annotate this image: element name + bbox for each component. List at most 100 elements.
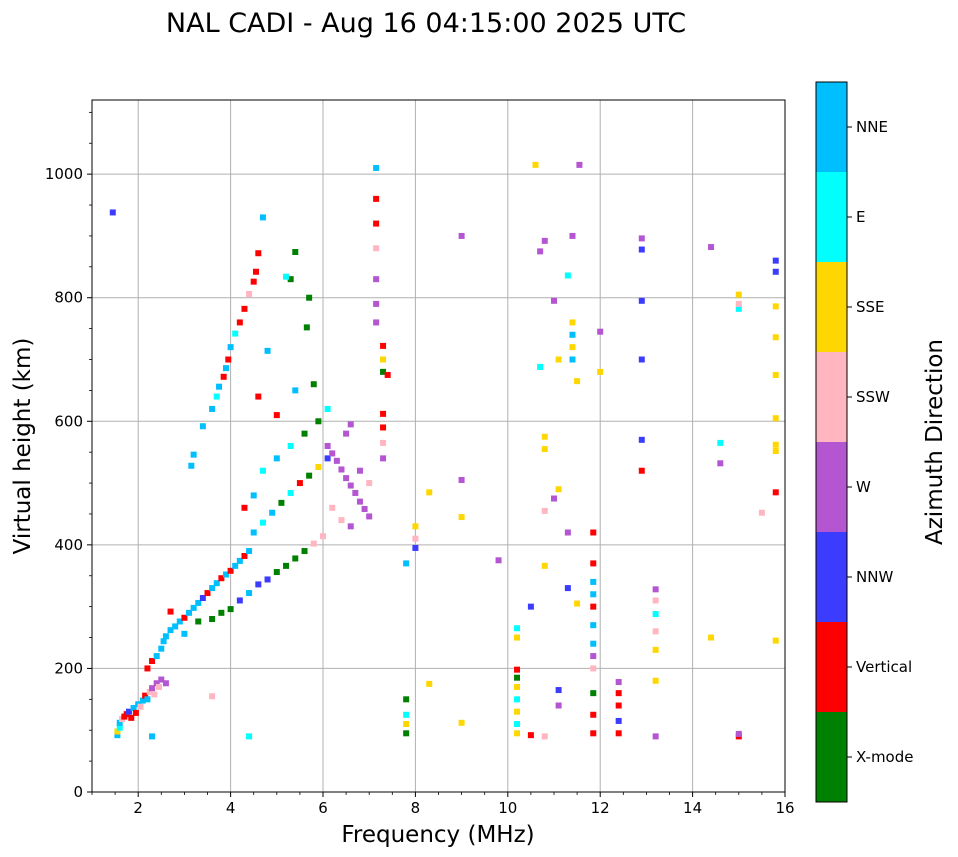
- echo-point: [296, 480, 303, 487]
- echo-marks: [109, 161, 779, 740]
- colorbar-segment-x-mode: [816, 712, 847, 802]
- echo-point: [615, 702, 622, 709]
- plot-background: [92, 100, 785, 792]
- echo-point: [149, 658, 156, 665]
- echo-point: [255, 250, 262, 257]
- echo-point: [264, 576, 271, 583]
- y-tick-label: 800: [54, 289, 83, 307]
- echo-point: [278, 499, 285, 506]
- echo-point: [735, 305, 742, 312]
- plot-area: 2 4 6 8 10 12 14 16 0 200 400 600 800 1000: [45, 99, 795, 817]
- echo-point: [195, 599, 202, 606]
- echo-point: [403, 730, 410, 737]
- echo-point: [373, 245, 380, 252]
- echo-point: [541, 507, 548, 514]
- echo-point: [652, 611, 659, 618]
- echo-point: [772, 371, 779, 378]
- echo-point: [241, 305, 248, 312]
- colorbar-tick-label: W: [856, 478, 871, 496]
- echo-point: [241, 504, 248, 511]
- echo-point: [426, 489, 433, 496]
- echo-point: [412, 535, 419, 542]
- echo-point: [250, 278, 257, 285]
- echo-point: [125, 708, 132, 715]
- echo-point: [590, 640, 597, 647]
- x-tick-label: 6: [318, 799, 328, 817]
- echo-point: [652, 646, 659, 653]
- echo-point: [236, 319, 243, 326]
- echo-point: [232, 562, 239, 569]
- echo-point: [373, 319, 380, 326]
- echo-point: [772, 257, 779, 264]
- echo-point: [222, 571, 229, 578]
- echo-point: [149, 733, 156, 740]
- echo-point: [176, 618, 183, 625]
- colorbar-segment-sse: [816, 262, 847, 352]
- echo-point: [597, 368, 604, 375]
- echo-point: [209, 616, 216, 622]
- echo-point: [412, 544, 419, 551]
- echo-point: [555, 486, 562, 493]
- echo-point: [564, 585, 571, 592]
- echo-point: [109, 209, 116, 216]
- echo-point: [306, 294, 313, 301]
- echo-point: [569, 331, 576, 338]
- echo-point: [310, 381, 317, 388]
- echo-point: [537, 363, 544, 370]
- echo-point: [652, 733, 659, 740]
- echo-point: [652, 597, 659, 604]
- echo-point: [458, 719, 465, 726]
- echo-point: [220, 373, 227, 380]
- echo-point: [380, 424, 387, 431]
- echo-point: [218, 609, 225, 616]
- echo-point: [155, 683, 162, 690]
- echo-point: [403, 711, 410, 718]
- echo-point: [638, 356, 645, 363]
- echo-point: [273, 412, 280, 419]
- colorbar-segment-vertical: [816, 622, 847, 712]
- echo-point: [514, 683, 521, 690]
- echo-point: [324, 455, 331, 462]
- echo-point: [246, 548, 253, 555]
- echo-point: [324, 443, 331, 449]
- echo-point: [167, 608, 174, 615]
- echo-point: [652, 677, 659, 684]
- echo-point: [144, 665, 151, 672]
- colorbar-tick-label: NNW: [856, 568, 893, 586]
- echo-point: [227, 606, 234, 613]
- echo-point: [259, 467, 266, 474]
- echo-point: [652, 628, 659, 635]
- echo-point: [403, 560, 410, 567]
- echo-point: [343, 475, 350, 482]
- echo-point: [142, 692, 149, 699]
- x-tick-label: 10: [498, 799, 517, 817]
- echo-point: [514, 696, 521, 703]
- echo-point: [195, 618, 202, 625]
- echo-point: [569, 356, 576, 363]
- echo-point: [116, 724, 123, 731]
- echo-point: [259, 214, 266, 221]
- echo-point: [514, 730, 521, 737]
- x-tick-label: 14: [683, 799, 702, 817]
- chart-title: NAL CADI - Aug 16 04:15:00 2025 UTC: [166, 8, 686, 39]
- echo-point: [227, 567, 234, 574]
- echo-point: [537, 248, 544, 255]
- echo-point: [615, 690, 622, 697]
- echo-point: [638, 246, 645, 253]
- echo-point: [638, 467, 645, 474]
- echo-point: [162, 633, 169, 640]
- y-axis-label: Virtual height (km): [10, 338, 36, 555]
- echo-point: [373, 276, 380, 283]
- echo-point: [255, 581, 262, 588]
- echo-point: [209, 585, 216, 592]
- echo-point: [292, 248, 299, 255]
- echo-point: [236, 597, 243, 604]
- x-axis-label: Frequency (MHz): [341, 822, 534, 848]
- echo-point: [590, 653, 597, 660]
- echo-point: [213, 393, 220, 400]
- y-axis-ticks: 0 200 400 600 800 1000: [45, 111, 92, 801]
- echo-point: [273, 455, 280, 462]
- echo-point: [329, 504, 336, 511]
- echo-point: [384, 371, 391, 378]
- y-tick-label: 0: [73, 783, 83, 801]
